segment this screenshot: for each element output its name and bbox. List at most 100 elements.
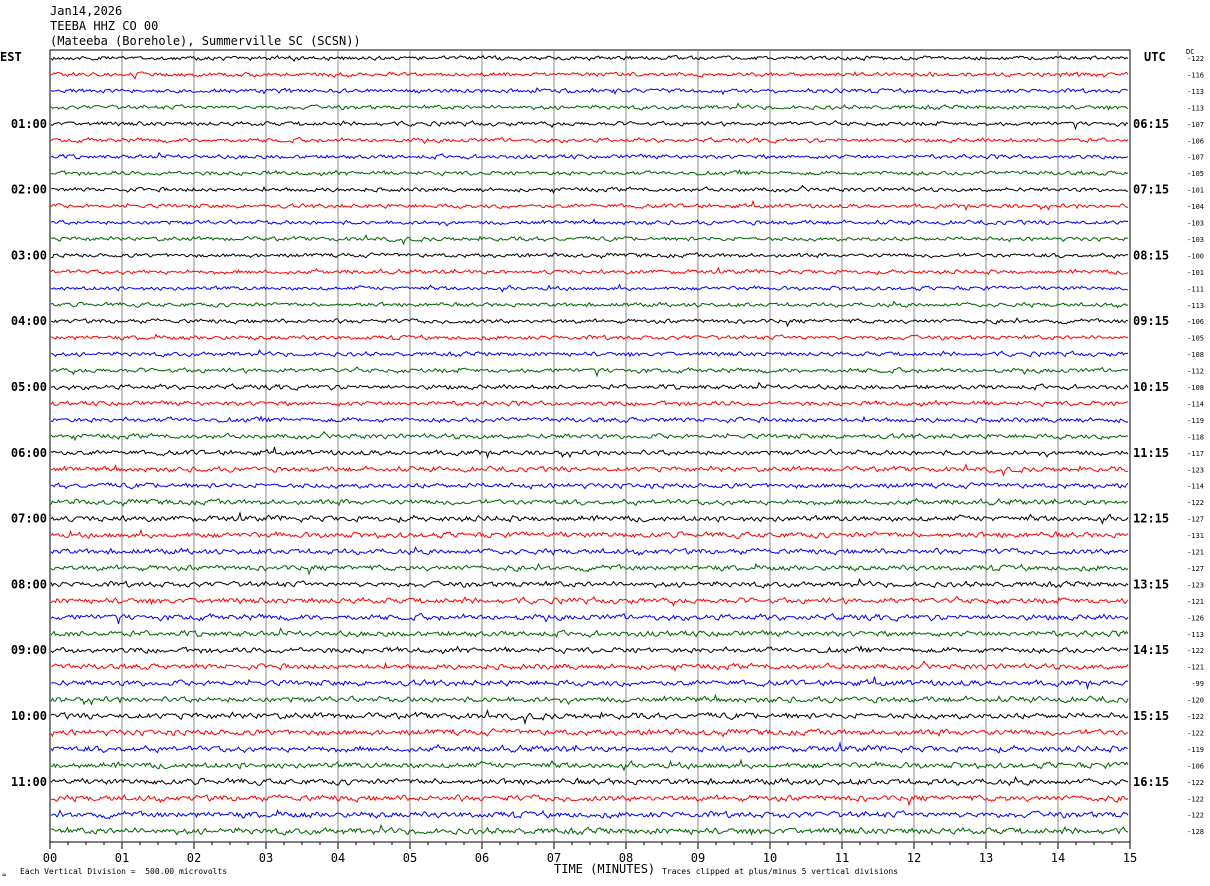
dc-offset-label: -122 <box>1187 779 1204 787</box>
seismic-trace <box>50 266 1129 276</box>
dc-offset-label: -113 <box>1187 631 1204 639</box>
seismic-trace <box>50 446 1129 459</box>
dc-offset-label: -107 <box>1187 121 1204 129</box>
seismic-trace <box>50 562 1129 576</box>
seismic-trace <box>50 823 1129 837</box>
seismic-trace <box>50 612 1129 625</box>
seismic-trace <box>50 54 1129 63</box>
x-tick-label: 13 <box>979 851 993 865</box>
dc-offset-label: -112 <box>1187 368 1204 376</box>
seismic-trace <box>50 627 1129 639</box>
seismic-trace <box>50 381 1129 391</box>
seismic-trace <box>50 595 1129 607</box>
right-hour-label: 06:15 <box>1133 117 1169 131</box>
channel-id: TEEBA HHZ CO 00 <box>50 19 159 33</box>
dc-offset-label: -127 <box>1187 565 1204 573</box>
seismic-trace <box>50 218 1129 227</box>
left-hour-label: 02:00 <box>11 183 47 197</box>
seismic-trace <box>50 233 1129 246</box>
seismic-trace <box>50 546 1129 556</box>
seismic-trace <box>50 775 1129 787</box>
dc-offset-label: -106 <box>1187 137 1204 145</box>
station-name: (Mateeba (Borehole), Summerville SC (SCS… <box>50 34 361 48</box>
dc-offset-label: -121 <box>1187 664 1204 672</box>
right-hour-label: 09:15 <box>1133 314 1169 328</box>
left-hour-label: 04:00 <box>11 314 47 328</box>
seismic-trace <box>50 708 1129 726</box>
clip-note: Traces clipped at plus/minus 5 vertical … <box>662 867 899 876</box>
dc-offset-label: -123 <box>1187 581 1204 589</box>
x-tick-label: 14 <box>1051 851 1065 865</box>
right-hour-label: 16:15 <box>1133 775 1169 789</box>
dc-offset-label: -119 <box>1187 746 1204 754</box>
right-hour-label: 13:15 <box>1133 577 1169 591</box>
dc-offset-label: -114 <box>1187 400 1204 408</box>
x-tick-label: 04 <box>331 851 345 865</box>
seismic-trace <box>50 366 1129 378</box>
seismic-trace <box>50 151 1129 161</box>
seismic-trace <box>50 808 1129 820</box>
dc-offset-label: -116 <box>1187 71 1204 79</box>
plot-date: Jan14,2026 <box>50 4 123 18</box>
x-tick-label: 11 <box>835 851 849 865</box>
seismic-trace <box>50 693 1129 706</box>
seismic-trace <box>50 430 1129 442</box>
x-tick-label: 05 <box>403 851 417 865</box>
seismic-trace <box>50 199 1129 212</box>
seismic-trace <box>50 317 1129 328</box>
right-timezone-label: UTC <box>1144 50 1166 64</box>
x-axis-label: TIME (MINUTES) <box>554 862 656 876</box>
dc-offset-label: -103 <box>1187 236 1204 244</box>
dc-offset-label: -108 <box>1187 351 1204 359</box>
seismic-trace <box>50 136 1129 145</box>
dc-offset-label: -123 <box>1187 466 1204 474</box>
x-tick-label: 08 <box>619 851 633 865</box>
dc-offset-label: -113 <box>1187 302 1204 310</box>
dc-offset-label: -128 <box>1187 828 1204 836</box>
left-hour-label: 05:00 <box>11 380 47 394</box>
seismic-trace <box>50 348 1129 358</box>
dc-offset-label: -108 <box>1187 384 1204 392</box>
seismic-trace <box>50 577 1129 589</box>
left-hour-label: 03:00 <box>11 248 47 262</box>
left-timezone-label: EST <box>0 50 22 64</box>
left-hour-label: 10:00 <box>11 709 47 723</box>
dc-offset-label: -113 <box>1187 104 1204 112</box>
vertical-scale-note: Each Vertical Division = 500.00 microvol… <box>20 867 228 876</box>
dc-offset-label: -113 <box>1187 88 1204 96</box>
seismic-trace <box>50 794 1129 807</box>
dc-offset-label: -131 <box>1187 532 1204 540</box>
seismic-trace <box>50 728 1129 738</box>
dc-offset-label: -120 <box>1187 697 1204 705</box>
x-tick-label: 15 <box>1123 851 1137 865</box>
dc-offset-label: -127 <box>1187 516 1204 524</box>
dc-offset-label: -101 <box>1187 269 1204 277</box>
seismic-trace <box>50 528 1129 540</box>
right-hour-label: 10:15 <box>1133 380 1169 394</box>
right-hour-label: 15:15 <box>1133 709 1169 723</box>
dc-offset-label: -122 <box>1187 795 1204 803</box>
dc-offset-label: -119 <box>1187 417 1204 425</box>
plot-frame <box>49 49 1131 843</box>
x-tick-label: 07 <box>547 851 561 865</box>
dc-offset-label: -100 <box>1187 252 1204 260</box>
left-hour-label: 09:00 <box>11 643 47 657</box>
right-hour-label: 07:15 <box>1133 183 1169 197</box>
left-hour-label: 01:00 <box>11 117 47 131</box>
seismic-trace <box>50 497 1129 507</box>
seismic-trace <box>50 758 1129 772</box>
dc-offset-label: -103 <box>1187 220 1204 228</box>
seismic-trace <box>50 300 1129 309</box>
dc-offset-label: -121 <box>1187 598 1204 606</box>
seismic-trace <box>50 660 1129 673</box>
footer-mark: ≈ <box>2 871 7 879</box>
seismic-trace <box>50 399 1129 408</box>
seismic-trace <box>50 644 1129 655</box>
dc-offset-label: -122 <box>1187 729 1204 737</box>
seismic-trace <box>50 676 1129 691</box>
dc-offset-label: -106 <box>1187 762 1204 770</box>
right-hour-label: 12:15 <box>1133 512 1169 526</box>
dc-offset-label: -122 <box>1187 647 1204 655</box>
x-tick-label: 02 <box>187 851 201 865</box>
